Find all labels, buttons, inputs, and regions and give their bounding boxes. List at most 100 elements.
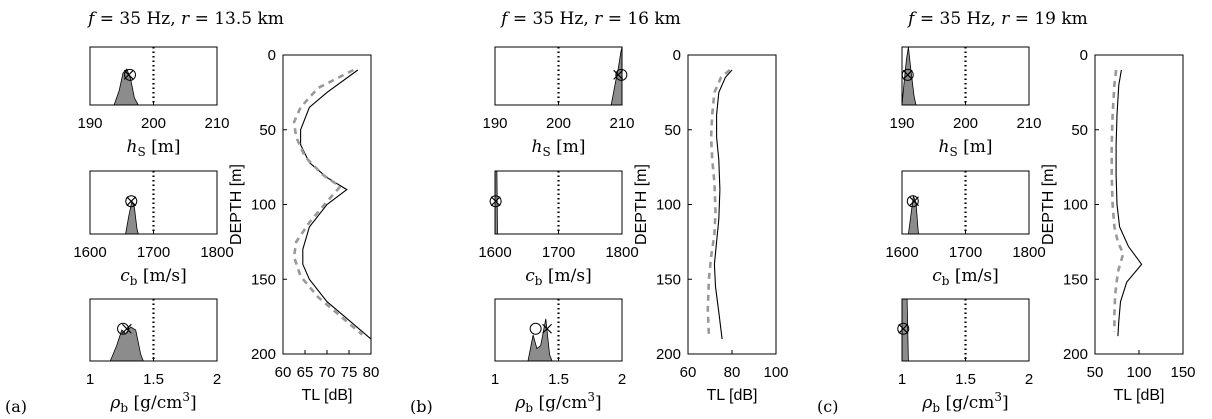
x-tick-label: 75 xyxy=(341,364,358,381)
estimate-marker xyxy=(902,69,913,80)
y-tick-label: 200 xyxy=(251,346,276,363)
tl-dashed-line xyxy=(706,69,731,337)
histogram-frame xyxy=(89,46,218,106)
y-tick-label: 50 xyxy=(664,122,681,139)
x-axis-label: TL [dB] xyxy=(1114,387,1165,404)
x-tick-label: 1700 xyxy=(137,244,170,261)
x-axis-label: cb [m/s] xyxy=(932,266,998,288)
estimate-marker xyxy=(613,69,624,80)
true-value-marker xyxy=(125,195,138,208)
x-tick-label: 210 xyxy=(204,115,229,132)
x-axis-label: TL [dB] xyxy=(707,387,758,404)
y-tick-label: 50 xyxy=(259,122,276,139)
x-tick-label: 210 xyxy=(1016,115,1041,132)
x-axis-label: hS [m] xyxy=(532,137,586,159)
x-tick-label: 190 xyxy=(482,115,507,132)
true-value-marker xyxy=(117,322,130,335)
estimate-marker xyxy=(542,323,552,334)
x-tick-label: 150 xyxy=(1170,364,1195,381)
true-value-marker xyxy=(615,68,628,81)
estimate-marker xyxy=(909,196,919,207)
x-tick-label: 190 xyxy=(77,115,102,132)
panel-label: (c) xyxy=(817,397,838,416)
histogram-0: 190 200 210 hS [m] xyxy=(889,46,1042,159)
estimate-marker xyxy=(126,196,137,207)
distribution-area xyxy=(113,68,139,106)
y-tick-label: 50 xyxy=(1071,122,1088,139)
tl-plot: 50 100 150 0 50 100 150 200 TL [dB] DEPTH [m] xyxy=(1040,47,1196,404)
histogram-frame xyxy=(494,46,623,106)
tl-frame xyxy=(1094,54,1184,355)
y-tick-label: 200 xyxy=(1063,346,1088,363)
panel-title: f = 35 Hz, r = 16 km xyxy=(499,9,681,29)
x-tick-label: 60 xyxy=(275,364,292,381)
y-tick-label: 100 xyxy=(251,197,276,214)
x-tick-label: 210 xyxy=(609,115,634,132)
x-tick-label: 1 xyxy=(491,371,499,388)
tl-plot: 60 65 70 75 80 0 50 100 150 200 TL [dB] DEPTH [m] xyxy=(228,47,379,404)
x-tick-label: 1.5 xyxy=(955,371,976,388)
y-axis-label: DEPTH [m] xyxy=(1040,164,1057,245)
x-tick-label: 1600 xyxy=(478,244,511,261)
y-tick-label: 150 xyxy=(1063,271,1088,288)
y-tick-label: 0 xyxy=(1080,47,1088,64)
true-value-marker xyxy=(489,195,502,208)
tl-dashed-line xyxy=(292,68,364,336)
x-tick-label: 1.5 xyxy=(143,371,164,388)
histogram-2: 1 1.5 2 ρb [g/cm3] xyxy=(86,298,221,415)
tl-solid-line xyxy=(713,69,733,340)
distribution-area xyxy=(109,326,144,362)
y-tick-label: 150 xyxy=(656,271,681,288)
tl-plot: 60 80 100 0 50 100 150 200 TL [dB] DEPTH [m] xyxy=(633,47,789,404)
x-tick-label: 50 xyxy=(1087,364,1104,381)
x-tick-label: 1600 xyxy=(73,244,106,261)
x-tick-label: 2 xyxy=(1025,371,1033,388)
panel-label: (a) xyxy=(5,397,27,416)
x-axis-label: ρb [g/cm3] xyxy=(514,390,601,415)
y-tick-label: 0 xyxy=(673,47,681,64)
x-tick-label: 1800 xyxy=(1012,244,1045,261)
x-tick-label: 65 xyxy=(297,364,314,381)
histogram-2: 1 1.5 2 ρb [g/cm3] xyxy=(897,298,1033,415)
distribution-area xyxy=(125,199,139,235)
x-tick-label: 190 xyxy=(889,115,914,132)
histogram-frame xyxy=(901,46,1030,106)
x-axis-label: cb [m/s] xyxy=(525,266,591,288)
tl-dashed-line xyxy=(1110,69,1125,332)
x-tick-label: 1 xyxy=(86,371,94,388)
estimate-marker xyxy=(123,69,134,80)
x-tick-label: 100 xyxy=(763,364,788,381)
x-tick-label: 100 xyxy=(1126,364,1151,381)
y-axis-label: DEPTH [m] xyxy=(633,164,650,245)
x-axis-label: hS [m] xyxy=(939,137,993,159)
y-tick-label: 200 xyxy=(656,346,681,363)
true-value-marker xyxy=(897,322,910,335)
y-axis-label: DEPTH [m] xyxy=(228,164,245,245)
panel-title: f = 35 Hz, r = 13.5 km xyxy=(86,9,284,29)
estimate-marker xyxy=(490,196,501,207)
x-tick-label: 200 xyxy=(141,115,166,132)
x-tick-label: 2 xyxy=(618,371,626,388)
x-tick-label: 1700 xyxy=(542,244,575,261)
x-tick-label: 1600 xyxy=(885,244,918,261)
x-tick-label: 70 xyxy=(319,364,336,381)
x-tick-label: 1700 xyxy=(949,244,982,261)
true-value-marker xyxy=(906,195,919,208)
x-tick-label: 80 xyxy=(363,364,380,381)
estimate-marker xyxy=(121,323,132,334)
tl-solid-line xyxy=(300,69,372,340)
histogram-0: 190 200 210 hS [m] xyxy=(482,46,635,159)
x-tick-label: 1.5 xyxy=(548,371,569,388)
x-axis-label: TL [dB] xyxy=(302,387,353,404)
histogram-1: 1600 1700 1800 cb [m/s] xyxy=(885,170,1046,288)
y-tick-label: 0 xyxy=(268,47,276,64)
x-axis-label: cb [m/s] xyxy=(120,266,186,288)
x-axis-label: ρb [g/cm3] xyxy=(109,390,196,415)
x-tick-label: 1 xyxy=(898,371,906,388)
panel-title: f = 35 Hz, r = 19 km xyxy=(906,9,1088,29)
y-tick-label: 100 xyxy=(1063,197,1088,214)
